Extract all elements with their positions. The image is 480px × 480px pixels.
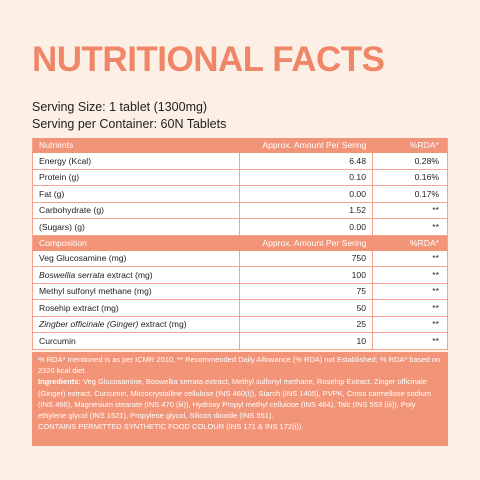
name-cell: Zingber officinale (Ginger) extract (mg) [32,316,240,333]
ingredients: Ingredients: Veg Glucosamine, Boswellia … [38,376,442,421]
name: Fat (g) [39,188,65,199]
rda-cell: ** [372,218,448,236]
name-cell: Energy (Kcal) [32,152,240,170]
amount-cell: 750 [239,250,373,267]
rda-cell: 0.28% [372,152,448,170]
rda-cell: ** [372,202,448,219]
name: Protein (g) [39,172,80,183]
rda-cell: ** [372,250,448,267]
rda-cell: ** [372,266,448,284]
rda-cell: ** [372,316,448,333]
name-italic: Boswellia serrata [39,269,105,280]
row: Protein (g) 0.10 0.16% [32,169,448,186]
name: extract (mg) [106,269,153,280]
rda-cell: 0.16% [372,169,448,186]
amount-cell: 1.52 [239,202,373,219]
amount-cell: 25 [239,316,373,333]
amount-cell: 0.00 [239,218,373,236]
name: Curcumin [39,335,76,346]
rda-cell: 0.17% [372,185,448,203]
name-cell: Veg Glucosamine (mg) [32,250,240,267]
name: (Sugars) (g) [39,221,85,232]
section-header: Nutrients Approx. Amount Per Sering %RDA* [32,138,448,153]
header-cell: Composition [32,235,240,251]
amount-cell: 50 [239,299,373,317]
serving-size: Serving Size: 1 tablet (1300mg) [32,100,208,114]
row: Boswellia serrata extract (mg) 100 ** [32,266,448,284]
row: Curcumin 10 ** [32,332,448,350]
ingredients-text: Veg Glucosamine, Boswellia serrata extra… [38,377,432,421]
colour-note: CONTAINS PERMITTED SYNTHETIC FOOD COLOUR… [38,422,304,432]
row: Zingber officinale (Ginger) extract (mg)… [32,316,448,333]
amount-cell: 10 [239,332,373,350]
row: Fat (g) 0.00 0.17% [32,185,448,203]
rda-cell: ** [372,332,448,350]
name-cell: Curcumin [32,332,240,350]
rda-note: % RDA* mentioned is as per ICMR 2010, **… [38,355,441,376]
title: NUTRITIONAL FACTS [32,40,385,79]
header-cell: Approx. Amount Per Sering [239,138,373,153]
amount-cell: 75 [239,283,373,300]
name: Rosehip extract (mg) [39,302,119,313]
nutrition-table: Nutrients Approx. Amount Per Sering %RDA* E… [32,138,448,350]
name-cell: Boswellia serrata extract (mg) [32,266,240,284]
rda-cell: ** [372,283,448,300]
amount-cell: 0.10 [239,169,373,186]
name: Methyl sulfonyl methane (mg) [39,286,152,297]
header-cell: Approx. Amount Per Sering [239,235,373,251]
name: Energy (Kcal) [39,155,92,166]
serving-per-container: Serving per Container: 60N Tablets [32,117,227,131]
ingredients-label: Ingredients: [38,377,81,387]
name-cell: Rosehip extract (mg) [32,299,240,317]
header-cell: Nutrients [32,138,240,153]
amount-cell: 0.00 [239,185,373,203]
row: Energy (Kcal) 6.48 0.28% [32,152,448,170]
name-cell: Methyl sulfonyl methane (mg) [32,283,240,300]
name-cell: (Sugars) (g) [32,218,240,236]
header-cell: %RDA* [372,138,448,153]
name-cell: Carbohydrate (g) [32,202,240,219]
name-cell: Fat (g) [32,185,240,203]
name: Veg Glucosamine (mg) [39,253,127,264]
amount-cell: 100 [239,266,373,284]
name: Carbohydrate (g) [39,205,104,216]
name: extract (mg) [140,319,187,330]
row: Veg Glucosamine (mg) 750 ** [32,250,448,267]
row: (Sugars) (g) 0.00 ** [32,218,448,236]
rda-cell: ** [372,299,448,317]
row: Rosehip extract (mg) 50 ** [32,299,448,317]
row: Methyl sulfonyl methane (mg) 75 ** [32,283,448,300]
name-cell: Protein (g) [32,169,240,186]
footer: % RDA* mentioned is as per ICMR 2010, **… [32,352,448,446]
name-italic: Zingber officinale (Ginger) [39,319,139,330]
row: Carbohydrate (g) 1.52 ** [32,202,448,219]
section-header: Composition Approx. Amount Per Sering %RDA… [32,235,448,251]
amount-cell: 6.48 [239,152,373,170]
header-cell: %RDA* [372,235,448,251]
